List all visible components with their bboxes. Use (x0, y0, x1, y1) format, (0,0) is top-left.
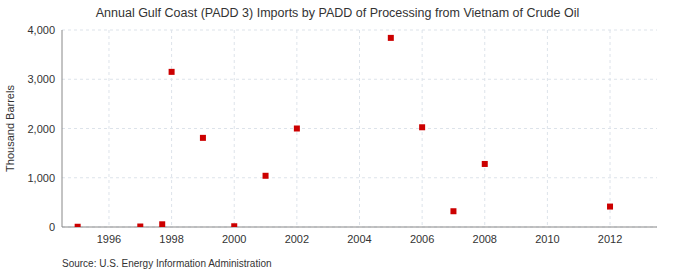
point (75, 224, 81, 227)
point (231, 223, 237, 227)
point (200, 135, 206, 141)
y-tick-label: 4,000 (27, 24, 55, 36)
y-tick-label: 0 (49, 221, 55, 233)
x-tick-label: 1996 (97, 233, 121, 245)
axes: 0 1,000 2,000 3,000 4,000 1996 1998 2000 2002 200… (27, 24, 657, 245)
y-grid-line (62, 177, 657, 178)
y-axis-label: Thousand Barrels (4, 85, 16, 172)
point (159, 221, 165, 227)
x-grid-line (610, 30, 611, 227)
x-tick-label: 2012 (598, 233, 622, 245)
y-tick-label: 2,000 (27, 123, 55, 135)
x-tick-label: 2010 (535, 233, 559, 245)
point (607, 204, 613, 210)
chart: Annual Gulf Coast (PADD 3) Imports by PA… (0, 0, 675, 275)
point (388, 35, 394, 41)
x-grid-line (484, 30, 485, 227)
grid (62, 30, 657, 227)
x-tick-label: 2008 (473, 233, 497, 245)
point (450, 208, 456, 214)
x-axis-line (62, 227, 657, 228)
x-tick-label: 2004 (347, 233, 371, 245)
y-axis-line (62, 30, 63, 227)
points (75, 35, 613, 227)
x-tick-label: 2006 (410, 233, 434, 245)
point (482, 161, 488, 167)
source-note: Source: U.S. Energy Information Administ… (62, 258, 272, 269)
title: Annual Gulf Coast (PADD 3) Imports by PA… (96, 6, 580, 20)
y-grid-line (62, 227, 657, 228)
point (169, 69, 175, 75)
point (263, 173, 269, 179)
point (419, 124, 425, 130)
chart-container: Annual Gulf Coast (PADD 3) Imports by PA… (0, 0, 675, 275)
x-grid-line (171, 30, 172, 227)
x-tick-label: 2000 (222, 233, 246, 245)
x-tick-label: 2002 (285, 233, 309, 245)
point (137, 224, 143, 227)
point (294, 126, 300, 132)
x-grid-line (234, 30, 235, 227)
x-tick-label: 1998 (159, 233, 183, 245)
y-tick-label: 1,000 (27, 172, 55, 184)
x-grid-line (108, 30, 109, 227)
y-tick-label: 3,000 (27, 73, 55, 85)
x-grid-line (359, 30, 360, 227)
x-grid-line (547, 30, 548, 227)
